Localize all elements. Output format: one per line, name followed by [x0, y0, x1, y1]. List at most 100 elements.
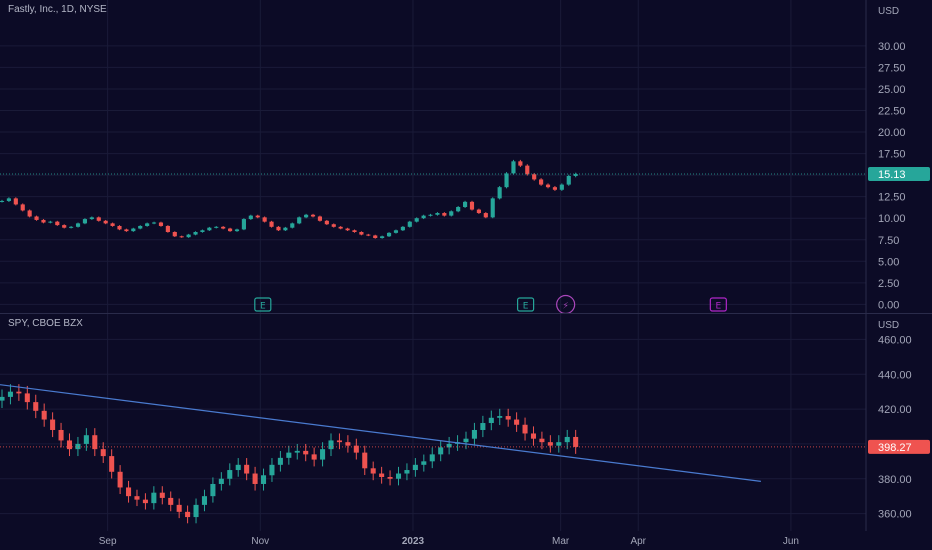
- fastly-candle-body: [75, 223, 81, 227]
- fastly-candle-body: [525, 165, 530, 175]
- fastly-candle-body: [338, 226, 343, 229]
- spy-candle-body: [16, 391, 22, 394]
- spy-candle-body: [463, 438, 469, 443]
- spy-candle-body: [556, 442, 562, 446]
- fastly-currency-label: USD: [878, 6, 899, 17]
- fastly-candle-body: [476, 209, 481, 214]
- earnings-marker-label: E: [523, 302, 529, 312]
- fastly-candle-body: [545, 184, 551, 188]
- earnings-marker: [254, 297, 272, 312]
- fastly-candle-body: [89, 217, 94, 220]
- fastly-y-tick-label: 0.00: [878, 299, 899, 311]
- fastly-y-tick-label: 12.50: [878, 192, 906, 204]
- spy-candle-body: [210, 483, 216, 497]
- fastly-candle-body: [310, 214, 316, 217]
- fastly-y-tick-label: 30.00: [878, 41, 906, 53]
- spy-candle-body: [92, 435, 98, 450]
- fastly-candle-body: [345, 228, 350, 231]
- fastly-candle-body: [262, 217, 267, 222]
- earnings-marker: [517, 297, 535, 312]
- fastly-candle-body: [497, 187, 502, 199]
- spy-candle-body: [539, 438, 545, 443]
- fastly-candle-body: [110, 223, 115, 226]
- fastly-y-tick-label: 5.00: [878, 256, 899, 268]
- fastly-candle-body: [34, 216, 39, 220]
- spy-candle-body: [201, 496, 208, 505]
- fastly-candle-body: [186, 234, 191, 238]
- fastly-candle-body: [483, 213, 488, 218]
- fastly-candle-body: [539, 179, 544, 185]
- spy-candle-body: [328, 440, 334, 450]
- spy-candle-body: [353, 445, 359, 453]
- spy-candle-body: [514, 419, 520, 425]
- fastly-candle-body: [82, 219, 88, 224]
- fastly-last-price-badge: [868, 166, 930, 181]
- spy-y-tick-label: 440.00: [878, 369, 912, 381]
- fastly-candle-body: [96, 217, 101, 221]
- time-axis-label: Sep: [99, 536, 117, 547]
- spy-candle-body: [547, 442, 553, 446]
- fastly-candle-body: [449, 211, 454, 216]
- spy-candle-body: [522, 424, 528, 434]
- event-marker: [556, 294, 576, 313]
- spy-candle-body: [235, 464, 241, 471]
- spy-candle-body: [117, 471, 123, 488]
- spy-candle-body: [564, 436, 570, 443]
- fastly-candle-body: [0, 200, 5, 202]
- spy-last-price-badge: [868, 439, 930, 454]
- fastly-y-tick-label: 25.00: [878, 84, 906, 96]
- spy-y-tick-label: 460.00: [878, 334, 912, 346]
- fastly-candle-body: [456, 207, 461, 212]
- fastly-candle-body: [359, 231, 364, 235]
- spy-candle-body: [100, 449, 106, 457]
- fastly-candle-body: [283, 227, 288, 231]
- fastly-candle-body: [172, 231, 177, 237]
- fastly-candle-body: [234, 229, 240, 232]
- spy-candle-body: [438, 447, 444, 455]
- fastly-candle-body: [6, 198, 11, 201]
- spy-candle-body: [269, 464, 275, 476]
- spy-candle-body: [50, 419, 56, 430]
- spy-candle-body: [66, 440, 73, 450]
- fastly-candle-body: [131, 228, 136, 232]
- fastly-candle-body: [559, 184, 564, 190]
- fastly-candle-body: [297, 217, 302, 224]
- spy-chart-title: SPY, CBOE BZX: [8, 318, 83, 329]
- spy-candle-body: [126, 487, 132, 497]
- fastly-candle-body: [428, 214, 433, 216]
- spy-candle-body: [244, 464, 250, 474]
- earnings-marker-label: E: [715, 302, 721, 312]
- fastly-candle-body: [103, 220, 108, 224]
- spy-candle-body: [497, 416, 503, 418]
- fastly-candle-body: [158, 222, 164, 226]
- spy-y-tick-label: 420.00: [878, 404, 912, 416]
- spy-chart-svg: 360.00380.00400.00420.00440.00460.00USD3…: [0, 314, 930, 531]
- fastly-candle-body: [469, 201, 475, 210]
- spy-candle-body: [421, 461, 427, 465]
- spy-candle-body: [370, 468, 376, 474]
- fastly-price-pane[interactable]: 0.002.505.007.5010.0012.5015.0017.5020.0…: [0, 0, 932, 313]
- spy-candle-body: [573, 436, 579, 447]
- spy-candle-body: [193, 504, 199, 518]
- fastly-candle-body: [352, 230, 357, 232]
- spy-candle-body: [109, 456, 115, 472]
- spy-candle-body: [379, 473, 385, 478]
- fastly-chart-svg: 0.002.505.007.5010.0012.5015.0017.5020.0…: [0, 0, 930, 313]
- time-axis[interactable]: Sep Nov 2023 Mar Apr Jun: [0, 530, 866, 550]
- fastly-candle-body: [407, 221, 412, 227]
- fastly-y-tick-label: 7.50: [878, 235, 899, 247]
- fastly-candle-body: [221, 226, 226, 229]
- spy-candle-body: [24, 393, 30, 403]
- fastly-candle-body: [331, 224, 336, 227]
- spy-candle-body: [185, 511, 191, 518]
- spy-candle-body: [404, 470, 410, 474]
- spy-candle-body: [151, 492, 157, 504]
- fastly-candle-body: [304, 214, 309, 218]
- fastly-candle-body: [241, 219, 246, 230]
- fastly-candle-body: [138, 225, 143, 229]
- fastly-candle-body: [255, 215, 260, 218]
- spy-candle-body: [75, 443, 81, 450]
- spy-price-pane[interactable]: 360.00380.00400.00420.00440.00460.00USD3…: [0, 313, 932, 531]
- fastly-candle-body: [27, 210, 32, 217]
- spy-y-tick-label: 380.00: [878, 474, 912, 486]
